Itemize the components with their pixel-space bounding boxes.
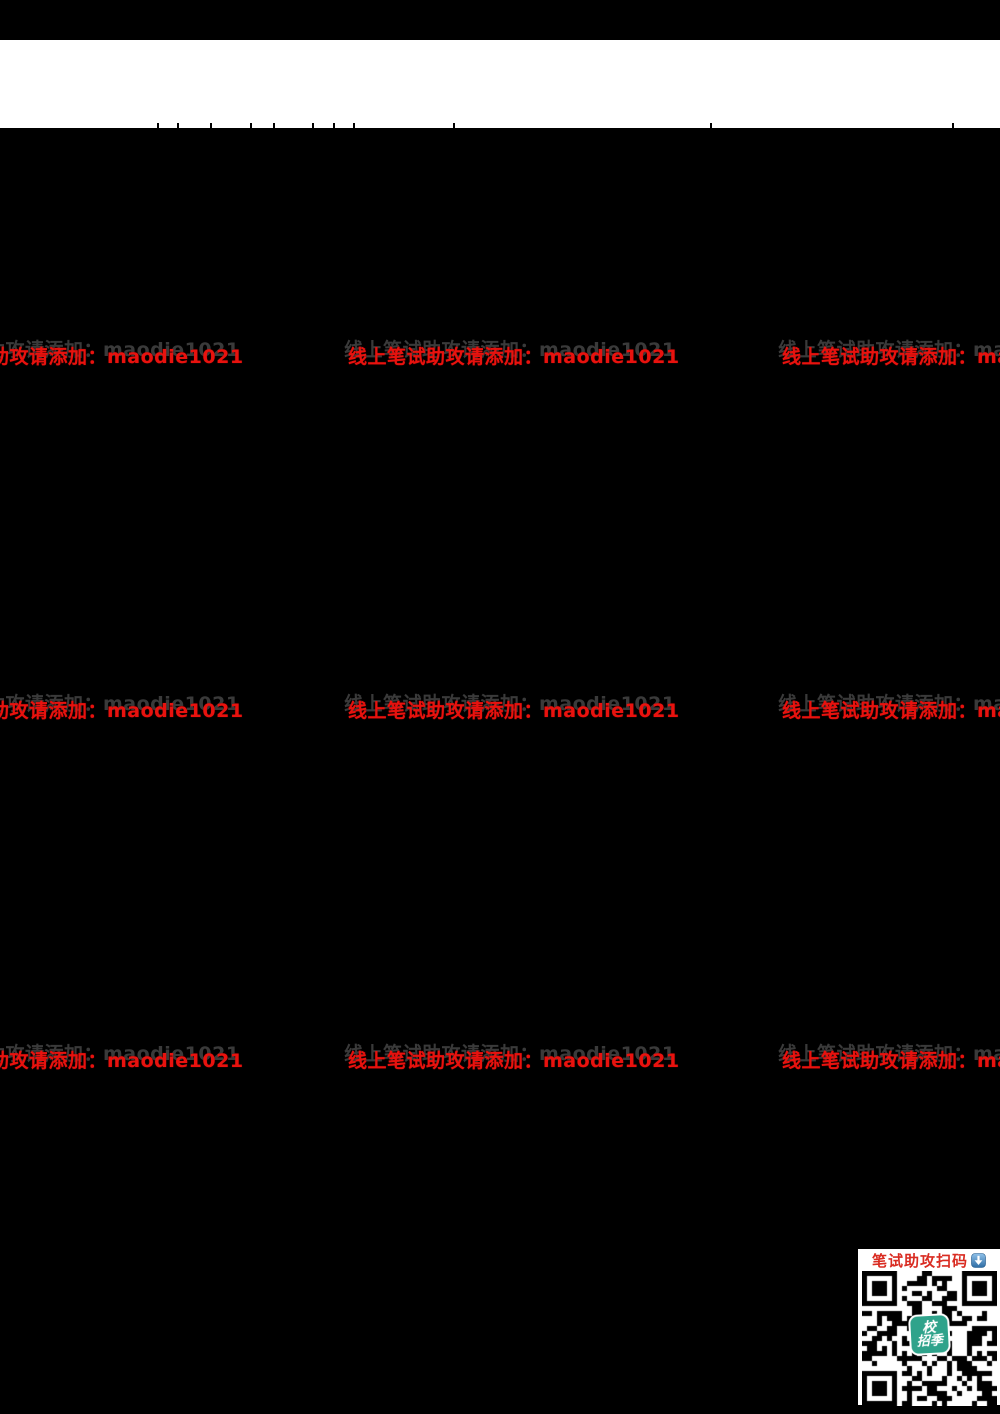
qr-panel-header: 笔试助攻扫码 bbox=[858, 1249, 1000, 1270]
text-remnant-tick bbox=[157, 123, 159, 128]
text-remnant-tick bbox=[312, 123, 314, 128]
qr-badge-text-line2: 招季 bbox=[916, 1332, 944, 1350]
download-arrow-icon bbox=[971, 1252, 986, 1268]
qr-badge-text-line1: 校 bbox=[921, 1319, 937, 1336]
text-remnant-tick bbox=[710, 123, 712, 128]
watermark-text: 线上笔试助攻请添加：maodie1021 bbox=[0, 700, 244, 722]
text-remnant-tick bbox=[333, 123, 335, 128]
text-remnant-tick bbox=[210, 123, 212, 128]
watermark-ghost-text: 线上笔试助攻请添加：maodie1021 bbox=[344, 339, 676, 361]
qr-code: 校 招季 bbox=[862, 1271, 997, 1406]
watermark: 线上笔试助攻请添加：maodie1021 线上笔试助攻请添加：maodie102… bbox=[778, 339, 1000, 368]
text-remnant-tick bbox=[952, 123, 954, 128]
text-remnant-tick bbox=[250, 123, 252, 128]
qr-panel-title: 笔试助攻扫码 bbox=[871, 1251, 968, 1270]
watermark-ghost-text: 线上笔试助攻请添加：maodie1021 bbox=[0, 339, 240, 361]
text-remnant-tick bbox=[353, 123, 355, 128]
text-remnant-tick bbox=[273, 123, 275, 128]
watermark-text: 线上笔试助攻请添加：maodie1021 bbox=[782, 700, 1000, 722]
qr-promo-panel: 笔试助攻扫码 校 招季 bbox=[858, 1249, 1000, 1406]
watermark-text: 线上笔试助攻请添加：maodie1021 bbox=[0, 346, 244, 368]
watermark-ghost-text: 线上笔试助攻请添加：maodie1021 bbox=[344, 1043, 676, 1065]
watermark: 线上笔试助攻请添加：maodie1021 线上笔试助攻请添加：maodie102… bbox=[778, 693, 1000, 722]
watermark: 线上笔试助攻请添加：maodie1021 线上笔试助攻请添加：maodie102… bbox=[344, 693, 680, 722]
watermark: 线上笔试助攻请添加：maodie1021 线上笔试助攻请添加：maodie102… bbox=[0, 693, 244, 722]
watermark-ghost-text: 线上笔试助攻请添加：maodie1021 bbox=[778, 693, 1000, 715]
watermark: 线上笔试助攻请添加：maodie1021 线上笔试助攻请添加：maodie102… bbox=[344, 1043, 680, 1072]
watermark-ghost-text: 线上笔试助攻请添加：maodie1021 bbox=[0, 1043, 240, 1065]
watermark: 线上笔试助攻请添加：maodie1021 线上笔试助攻请添加：maodie102… bbox=[0, 339, 244, 368]
watermark: 线上笔试助攻请添加：maodie1021 线上笔试助攻请添加：maodie102… bbox=[0, 1043, 244, 1072]
watermark: 线上笔试助攻请添加：maodie1021 线上笔试助攻请添加：maodie102… bbox=[778, 1043, 1000, 1072]
text-remnant-tick bbox=[453, 123, 455, 128]
watermark-text: 线上笔试助攻请添加：maodie1021 bbox=[348, 1050, 680, 1072]
watermark-ghost-text: 线上笔试助攻请添加：maodie1021 bbox=[778, 339, 1000, 361]
qr-center-badge: 校 招季 bbox=[907, 1312, 952, 1357]
watermark-text: 线上笔试助攻请添加：maodie1021 bbox=[782, 346, 1000, 368]
watermark: 线上笔试助攻请添加：maodie1021 线上笔试助攻请添加：maodie102… bbox=[344, 339, 680, 368]
blank-page-band bbox=[0, 40, 1000, 128]
watermark-ghost-text: 线上笔试助攻请添加：maodie1021 bbox=[0, 693, 240, 715]
watermark-text: 线上笔试助攻请添加：maodie1021 bbox=[348, 700, 680, 722]
watermark-text: 线上笔试助攻请添加：maodie1021 bbox=[782, 1050, 1000, 1072]
text-remnant-tick bbox=[177, 123, 179, 128]
watermark-ghost-text: 线上笔试助攻请添加：maodie1021 bbox=[344, 693, 676, 715]
watermark-text: 线上笔试助攻请添加：maodie1021 bbox=[348, 346, 680, 368]
watermark-text: 线上笔试助攻请添加：maodie1021 bbox=[0, 1050, 244, 1072]
watermark-ghost-text: 线上笔试助攻请添加：maodie1021 bbox=[778, 1043, 1000, 1065]
